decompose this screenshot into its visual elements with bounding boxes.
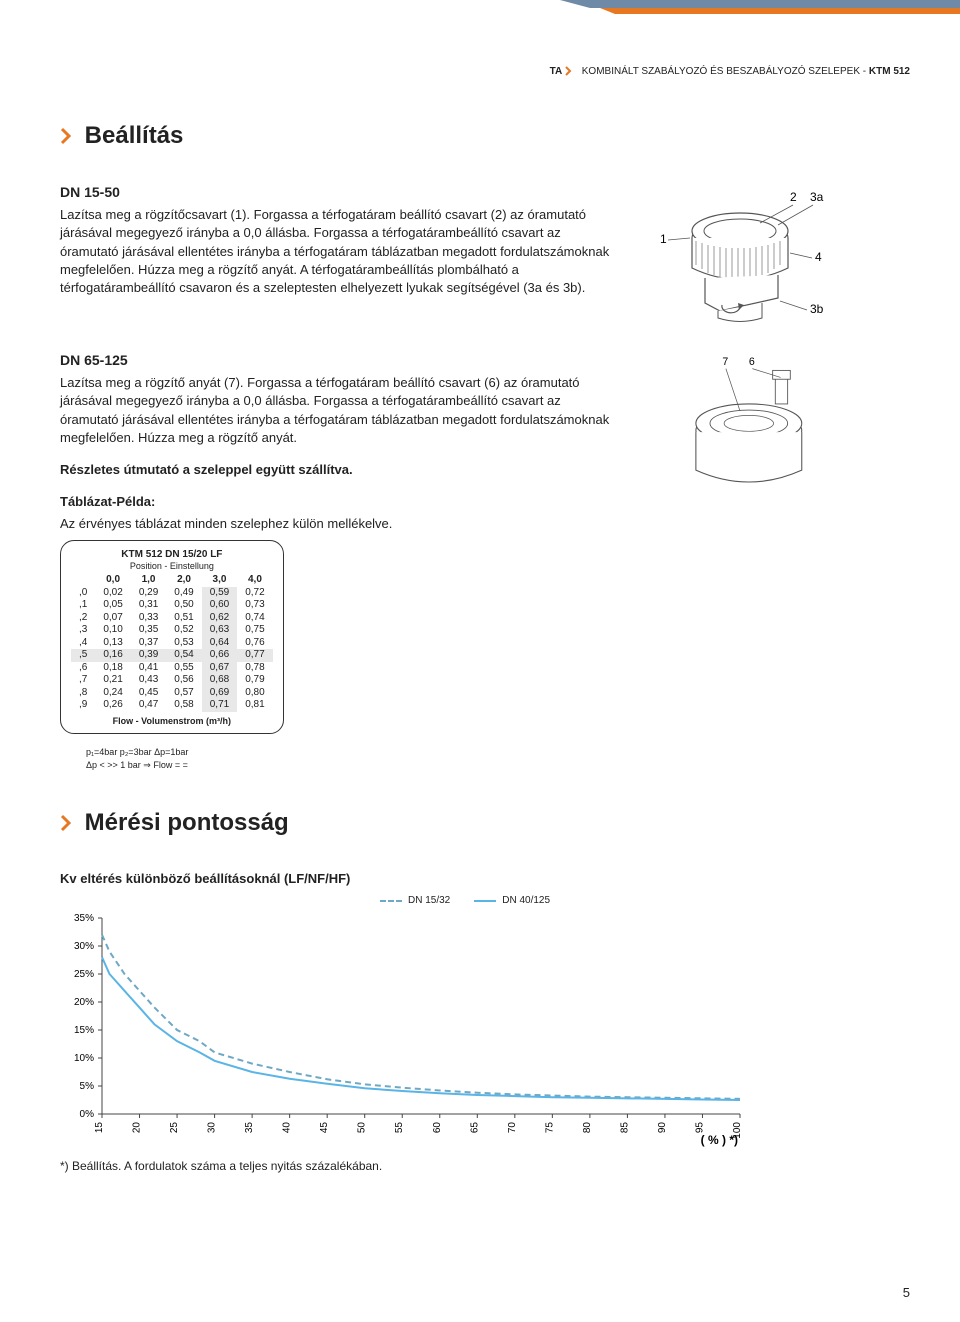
svg-text:90: 90 bbox=[657, 1122, 668, 1134]
svg-text:2: 2 bbox=[790, 190, 797, 204]
chart-heading: Kv eltérés különböző beállításoknál (LF/… bbox=[60, 870, 910, 888]
svg-text:35%: 35% bbox=[74, 913, 94, 924]
chevron-icon bbox=[60, 127, 72, 145]
section-meresi: Mérési pontosság Kv eltérés különböző be… bbox=[60, 806, 910, 1175]
svg-text:20%: 20% bbox=[74, 997, 94, 1008]
under-table-note: p₁=4bar p₂=3bar Δp=1bar Δp < >> 1 bar ⇒ … bbox=[86, 746, 620, 771]
svg-text:4: 4 bbox=[815, 250, 822, 264]
chevron-icon bbox=[60, 814, 72, 832]
svg-text:3a: 3a bbox=[810, 190, 824, 204]
figure-valve-2: 7 6 bbox=[650, 351, 830, 501]
svg-text:30: 30 bbox=[207, 1122, 218, 1134]
figure-valve-1: 1 2 3a 4 3b bbox=[650, 183, 830, 333]
svg-text:40: 40 bbox=[282, 1122, 293, 1134]
svg-text:60: 60 bbox=[432, 1122, 443, 1134]
svg-text:85: 85 bbox=[619, 1122, 630, 1134]
table-subtext: Az érvényes táblázat minden szelephez kü… bbox=[60, 515, 620, 533]
chevron-icon bbox=[565, 66, 573, 76]
svg-text:10%: 10% bbox=[74, 1053, 94, 1064]
chart-legend: DN 15/32DN 40/125 bbox=[380, 894, 910, 908]
dn15-50-heading: DN 15-50 bbox=[60, 183, 620, 203]
svg-text:15%: 15% bbox=[74, 1025, 94, 1036]
svg-text:1: 1 bbox=[660, 232, 667, 246]
svg-text:35: 35 bbox=[244, 1122, 255, 1134]
svg-text:45: 45 bbox=[319, 1122, 330, 1134]
section-beallitas: Beállítás DN 15-50 Lazítsa meg a rögzítő… bbox=[60, 119, 910, 771]
page-number: 5 bbox=[903, 1284, 910, 1302]
svg-text:65: 65 bbox=[469, 1122, 480, 1134]
svg-text:6: 6 bbox=[749, 356, 755, 368]
svg-text:80: 80 bbox=[582, 1122, 593, 1134]
svg-text:95: 95 bbox=[694, 1122, 705, 1134]
header-breadcrumb: TA KOMBINÁLT SZABÁLYOZÓ ÉS BESZABÁLYOZÓ … bbox=[60, 65, 910, 79]
chart-footnote: *) Beállítás. A fordulatok száma a telje… bbox=[60, 1158, 910, 1175]
table-heading: Táblázat-Példa: bbox=[60, 493, 620, 511]
kv-deviation-chart: 0% 5% 10% 15% 20% 25% 30% 35% 15 20 25 30 35 40 45 50 55… bbox=[60, 912, 760, 1152]
svg-text:20: 20 bbox=[132, 1122, 143, 1134]
dn65-125-text: Lazítsa meg a rögzítő anyát (7). Forgass… bbox=[60, 374, 620, 447]
svg-text:30%: 30% bbox=[74, 941, 94, 952]
svg-text:55: 55 bbox=[394, 1122, 405, 1134]
svg-text:0%: 0% bbox=[80, 1109, 95, 1120]
svg-text:15: 15 bbox=[94, 1122, 105, 1134]
svg-text:70: 70 bbox=[507, 1122, 518, 1134]
dn15-50-text: Lazítsa meg a rögzítőcsavart (1). Forgas… bbox=[60, 206, 620, 297]
section-title: Beállítás bbox=[85, 122, 184, 149]
svg-text:25: 25 bbox=[169, 1122, 180, 1134]
example-table: KTM 512 DN 15/20 LF Position - Einstellu… bbox=[60, 540, 284, 735]
svg-text:75: 75 bbox=[544, 1122, 555, 1134]
svg-text:( % ) *): ( % ) *) bbox=[701, 1133, 738, 1147]
svg-text:3b: 3b bbox=[810, 302, 824, 316]
corner-stripe bbox=[560, 0, 960, 40]
svg-text:5%: 5% bbox=[80, 1081, 95, 1092]
section-title: Mérési pontosság bbox=[85, 809, 289, 836]
svg-text:25%: 25% bbox=[74, 969, 94, 980]
svg-text:50: 50 bbox=[357, 1122, 368, 1134]
svg-text:7: 7 bbox=[722, 356, 728, 368]
detail-line: Részletes útmutató a szeleppel együtt sz… bbox=[60, 461, 620, 479]
dn65-125-heading: DN 65-125 bbox=[60, 351, 620, 371]
